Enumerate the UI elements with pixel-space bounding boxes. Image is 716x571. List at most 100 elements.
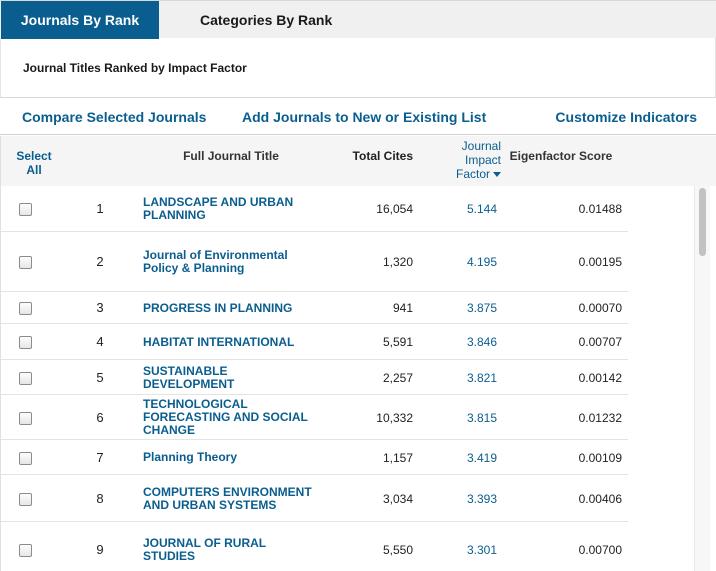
select-all-link[interactable]: Select All <box>9 149 59 177</box>
row-rank: 1 <box>96 201 104 216</box>
eigenfactor-score: 0.00700 <box>578 542 622 557</box>
table-row: 3 PROGRESS IN PLANNING 941 3.875 0.00070 <box>1 292 628 324</box>
table-body: 1 LANDSCAPE AND URBAN PLANNING 16,054 5.144 0… <box>0 186 700 571</box>
eigenfactor-score: 0.00109 <box>578 450 622 465</box>
total-cites: 16,054 <box>376 202 413 216</box>
journal-title-line: STUDIES <box>143 548 196 563</box>
table-row: 6 TECHNOLOGICAL FORECASTING AND SOCIAL CHAN… <box>1 395 628 440</box>
total-cites: 1,157 <box>382 450 413 465</box>
row-checkbox[interactable] <box>19 336 32 349</box>
impact-factor: 3.846 <box>466 335 497 349</box>
action-bar: Compare Selected Journals Add Journals t… <box>0 99 716 135</box>
journal-title-line: JOURNAL OF RURAL <box>143 535 267 550</box>
row-checkbox[interactable] <box>19 302 32 315</box>
row-rank: 7 <box>96 449 104 465</box>
journal-title-link[interactable]: HABITAT INTERNATIONAL <box>143 334 343 349</box>
journal-title-line: SUSTAINABLE <box>143 363 228 378</box>
eigenfactor-score: 0.00707 <box>578 335 622 349</box>
scrollbar-thumb[interactable] <box>699 188 706 256</box>
row-checkbox[interactable] <box>19 492 32 506</box>
journal-title-line: TECHNOLOGICAL <box>143 397 248 411</box>
tab-categories-by-rank[interactable]: Categories By Rank <box>200 12 333 28</box>
eigenfactor-score: 0.00406 <box>578 491 622 506</box>
journal-title-line: DEVELOPMENT <box>143 376 235 391</box>
journal-title-line: PLANNING <box>143 208 206 222</box>
table-row: 9 JOURNAL OF RURAL STUDIES 5,550 3.301 0.0070… <box>1 522 628 571</box>
journal-title-link[interactable]: PROGRESS IN PLANNING <box>143 300 343 315</box>
scrollbar[interactable] <box>694 186 710 571</box>
impact-factor: 3.815 <box>466 410 497 425</box>
row-rank: 6 <box>96 409 104 425</box>
total-cites: 941 <box>392 301 413 315</box>
journal-title-line: Journal of Environmental <box>143 248 288 262</box>
journal-title-line: Planning Theory <box>143 450 238 464</box>
table-row: 7 Planning Theory 1,157 3.419 0.00109 <box>1 440 628 475</box>
row-checkbox[interactable] <box>19 543 32 557</box>
journal-title-line: FORECASTING AND SOCIAL <box>143 410 308 424</box>
eigenfactor-score: 0.00195 <box>578 255 622 269</box>
impact-factor: 3.301 <box>466 542 497 557</box>
page-subtitle: Journal Titles Ranked by Impact Factor <box>23 61 247 75</box>
row-checkbox[interactable] <box>19 256 32 269</box>
journal-title-link[interactable]: JOURNAL OF RURAL STUDIES <box>143 535 343 563</box>
row-rank: 9 <box>96 541 104 557</box>
table-row: 5 SUSTAINABLE DEVELOPMENT 2,257 3.821 0.00142 <box>1 360 628 395</box>
impact-factor: 5.144 <box>466 202 497 216</box>
journal-title-line: PROGRESS IN PLANNING <box>143 300 293 315</box>
add-to-list-link[interactable]: Add Journals to New or Existing List <box>242 109 487 125</box>
column-header-title: Full Journal Title <box>183 149 279 163</box>
row-checkbox[interactable] <box>19 411 32 425</box>
caret-down-icon <box>493 172 501 177</box>
journal-title-link[interactable]: TECHNOLOGICAL FORECASTING AND SOCIAL CHANG… <box>143 398 343 437</box>
row-rank: 4 <box>96 334 104 349</box>
impact-factor: 3.821 <box>466 370 497 385</box>
column-header-cites: Total Cites <box>352 149 413 163</box>
row-rank: 3 <box>96 300 104 315</box>
impact-factor: 3.875 <box>466 301 497 315</box>
customize-indicators-link[interactable]: Customize Indicators <box>555 109 697 125</box>
journal-title-link[interactable]: SUSTAINABLE DEVELOPMENT <box>143 363 343 391</box>
journal-title-link[interactable]: LANDSCAPE AND URBAN PLANNING <box>143 196 343 222</box>
tab-journals-by-rank[interactable]: Journals By Rank <box>1 1 159 39</box>
table-header: Select All Full Journal Title Total Cite… <box>0 136 716 186</box>
total-cites: 5,550 <box>382 542 413 557</box>
row-checkbox[interactable] <box>19 203 32 216</box>
compare-selected-link[interactable]: Compare Selected Journals <box>22 109 207 125</box>
page-subtitle-bar: Journal Titles Ranked by Impact Factor <box>0 38 716 98</box>
eigenfactor-score: 0.01232 <box>578 410 622 425</box>
journal-title-link[interactable]: COMPUTERS ENVIRONMENT AND URBAN SYSTEMS <box>143 484 343 512</box>
journal-title-link[interactable]: Planning Theory <box>143 451 343 464</box>
eigenfactor-score: 0.00070 <box>578 301 622 315</box>
journal-title-line: LANDSCAPE AND URBAN <box>143 195 294 209</box>
column-header-jif[interactable]: Journal Impact Factor <box>421 139 501 181</box>
row-rank: 2 <box>96 254 104 269</box>
eigenfactor-score: 0.00142 <box>578 370 622 385</box>
total-cites: 3,034 <box>382 491 413 506</box>
impact-factor: 3.393 <box>466 491 497 506</box>
journal-title-line: Policy & Planning <box>143 261 245 275</box>
jif-label-text: Factor <box>455 167 490 181</box>
total-cites: 2,257 <box>382 370 413 385</box>
journal-title-line: AND URBAN SYSTEMS <box>143 497 277 512</box>
journal-title-line: CHANGE <box>143 423 196 437</box>
table-row: 1 LANDSCAPE AND URBAN PLANNING 16,054 5.144 0… <box>1 186 628 232</box>
table-row: 8 COMPUTERS ENVIRONMENT AND URBAN SYSTEMS 3… <box>1 475 628 522</box>
jif-label-line3: Factor <box>421 167 501 181</box>
column-header-eigenfactor: Eigenfactor Score <box>509 149 613 163</box>
table-row: 2 Journal of Environmental Policy & Planni… <box>1 232 628 292</box>
impact-factor: 4.195 <box>466 255 497 269</box>
row-checkbox[interactable] <box>19 371 32 385</box>
tab-bar: Journals By Rank Categories By Rank <box>0 0 716 39</box>
select-all-label-line2: All <box>26 163 42 177</box>
impact-factor: 3.419 <box>466 450 497 465</box>
total-cites: 10,332 <box>376 410 413 425</box>
row-rank: 8 <box>96 490 104 506</box>
row-checkbox[interactable] <box>19 451 32 465</box>
journal-title-line: COMPUTERS ENVIRONMENT <box>143 484 312 499</box>
journal-title-line: HABITAT INTERNATIONAL <box>143 334 295 349</box>
total-cites: 5,591 <box>382 335 413 349</box>
table-row: 4 HABITAT INTERNATIONAL 5,591 3.846 0.00707 <box>1 324 628 360</box>
journal-title-link[interactable]: Journal of Environmental Policy & Plannin… <box>143 249 343 275</box>
eigenfactor-score: 0.01488 <box>578 202 622 216</box>
select-all-label-line1: Select <box>16 149 52 163</box>
